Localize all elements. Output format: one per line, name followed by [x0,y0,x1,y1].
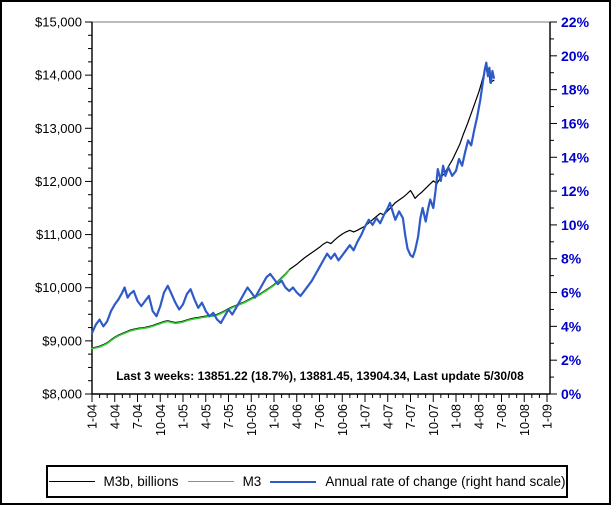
right-axis-tick-label: 6% [561,285,582,301]
x-axis-tick-label: 1-05 [177,404,191,429]
right-axis-tick-label: 8% [561,251,582,267]
x-axis-tick-label: 4-07 [381,404,395,429]
x-axis-labels: 1-04 4-04 7-04 10-04 1-05 4-05 7-05 10-05 1-06 4-… [86,404,555,436]
x-axis-tick-label: 7-07 [404,404,418,429]
right-axis-tick-label: 14% [561,149,590,165]
series-lines [90,61,495,350]
left-axis-tick-label: $12,000 [35,174,82,189]
left-axis-tick-label: $15,000 [35,15,82,30]
x-axis-tick-label: 10-06 [336,404,350,436]
x-axis-tick-label: 4-08 [472,404,486,429]
x-axis-tick-label: 7-05 [222,404,236,429]
legend-line-sample-1 [187,481,234,482]
x-axis-tick-label: 1-09 [541,404,555,429]
legend-label-0: M3b, billions [103,474,179,489]
legend-label-1: M3 [242,474,262,489]
right-axis-labels: 0% 2% 4% 6% 8% 10% 12% 14% 16% 18% 20% 22% [561,14,590,402]
legend: M3b, billions M3 Annual rate of change (ri… [46,465,568,498]
left-axis-tick-label: $10,000 [35,280,82,295]
x-axis-tick-label: 1-07 [359,404,373,429]
left-axis-tick-label: $13,000 [35,121,82,136]
left-axis-tick-label: $8,000 [42,387,82,402]
x-axis-tick-label: 4-06 [290,404,304,429]
x-axis-tick-label: 4-05 [199,404,213,429]
series-line-2 [90,61,495,335]
left-axis-labels: $8,000 $9,000 $10,000 $11,000 $12,000 $13,000… [35,15,82,402]
right-axis-tick-label: 22% [561,14,590,30]
x-axis-tick-label: 10-08 [518,404,532,436]
legend-label-2: Annual rate of change (right hand scale) [325,474,566,489]
right-axis-tick-label: 18% [561,82,590,98]
right-axis-tick-label: 4% [561,318,582,334]
right-axis-tick-label: 0% [561,386,582,402]
left-axis-tick-label: $14,000 [35,68,82,83]
x-axis-tick-label: 4-04 [108,404,122,429]
x-axis-tick-label: 10-04 [154,404,168,436]
x-axis-tick-label: 1-04 [86,404,100,429]
right-axis-tick-label: 16% [561,115,590,131]
legend-line-sample-2 [270,480,317,483]
right-axis-tick-label: 20% [561,48,590,64]
legend-line-sample-0 [48,481,95,482]
x-axis-tick-label: 7-08 [495,404,509,429]
x-axis-tick-label: 7-04 [131,404,145,429]
plot-area [91,21,551,395]
plot-border [91,21,551,395]
right-axis-tick-label: 12% [561,183,590,199]
x-axis-tick-label: 7-06 [313,404,327,429]
series-line-1 [91,269,291,350]
left-axis-tick-label: $9,000 [42,333,82,348]
x-axis-tick-label: 10-07 [427,404,441,436]
x-axis-tick-label: 10-05 [245,404,259,436]
right-axis-tick-label: 10% [561,217,590,233]
axis-ticks [85,21,557,402]
x-axis-tick-label: 1-08 [450,404,464,429]
x-axis-tick-label: 1-06 [268,404,282,429]
right-axis-tick-label: 2% [561,352,582,368]
last-3-weeks-annotation: Last 3 weeks: 13851.22 (18.7%), 13881.45… [116,369,524,383]
left-axis-tick-label: $11,000 [36,227,82,242]
